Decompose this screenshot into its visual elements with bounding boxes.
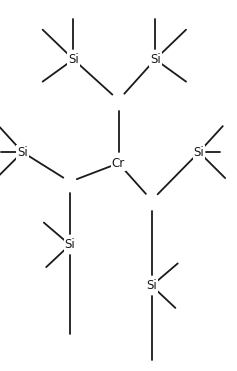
Text: Si: Si — [194, 145, 205, 159]
Text: Si: Si — [68, 53, 79, 66]
Text: Cr: Cr — [112, 157, 125, 170]
Text: Si: Si — [146, 279, 157, 292]
Text: Si: Si — [150, 53, 161, 66]
Text: Si: Si — [17, 145, 28, 159]
Text: Si: Si — [64, 238, 75, 252]
